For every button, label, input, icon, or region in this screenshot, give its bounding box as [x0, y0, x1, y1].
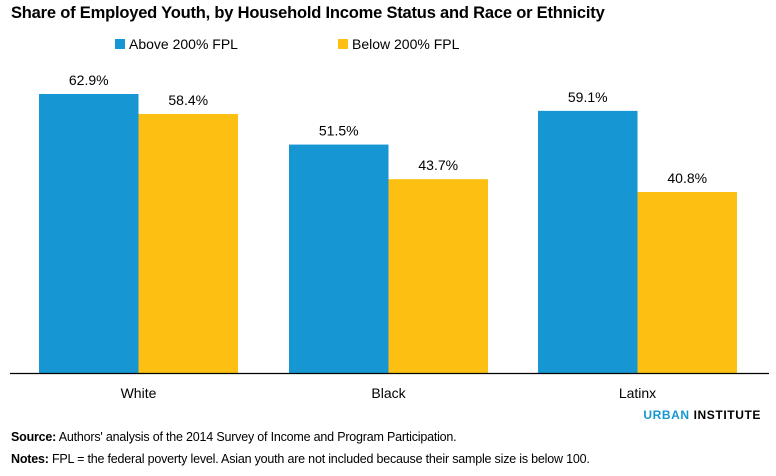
data-label-latinx-below: 40.8%	[667, 170, 707, 186]
bar-black-above	[289, 144, 389, 373]
legend-label-above: Above 200% FPL	[129, 36, 238, 52]
chart-title: Share of Employed Youth, by Household In…	[11, 4, 605, 22]
data-label-black-above: 51.5%	[319, 123, 359, 139]
category-label-black: Black	[371, 385, 406, 401]
category-label-latinx: Latinx	[619, 385, 656, 401]
brand-urban: URBAN	[643, 408, 690, 422]
data-label-black-below: 43.7%	[418, 157, 458, 173]
data-label-latinx-above: 59.1%	[568, 89, 608, 105]
data-label-white-above: 62.9%	[69, 72, 109, 88]
brand-institute: INSTITUTE	[693, 408, 761, 422]
legend-item-below: Below 200% FPL	[338, 36, 459, 52]
legend-swatch-below	[338, 39, 348, 49]
notes-note: Notes: FPL = the federal poverty level. …	[11, 452, 590, 466]
source-label: Source:	[11, 430, 57, 444]
legend-label-below: Below 200% FPL	[352, 36, 460, 52]
source-text: Authors' analysis of the 2014 Survey of …	[56, 430, 457, 444]
bar-white-above	[39, 94, 139, 373]
bar-latinx-above	[538, 110, 638, 374]
bar-latinx-below	[637, 192, 737, 373]
bar-black-below	[388, 179, 488, 373]
notes-label: Notes:	[11, 452, 49, 466]
legend-item-above: Above 200% FPL	[115, 36, 238, 52]
category-label-white: White	[121, 385, 157, 401]
source-note: Source: Authors' analysis of the 2014 Su…	[11, 430, 457, 444]
notes-text: FPL = the federal poverty level. Asian y…	[48, 452, 590, 466]
urban-institute-logo: URBAN INSTITUTE	[643, 408, 761, 422]
legend: Above 200% FPL Below 200% FPL	[0, 36, 776, 56]
legend-swatch-above	[115, 39, 125, 49]
bar-white-below	[138, 113, 238, 373]
data-label-white-below: 58.4%	[168, 92, 208, 108]
